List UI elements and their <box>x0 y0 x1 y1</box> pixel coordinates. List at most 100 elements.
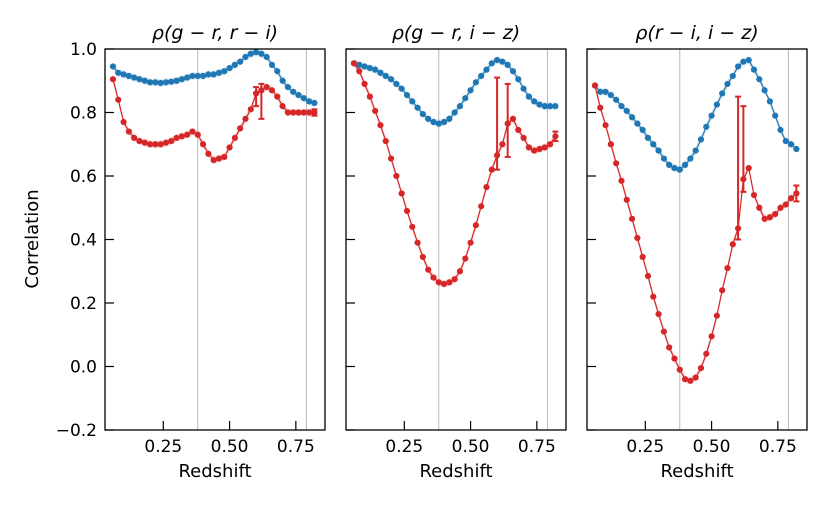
red-data-point <box>660 328 667 335</box>
blue-data-point <box>650 141 657 148</box>
blue-data-point <box>131 74 138 81</box>
blue-data-point <box>756 76 763 83</box>
blue-data-point <box>525 93 532 100</box>
blue-data-point <box>258 50 265 57</box>
plot-frame <box>345 48 567 431</box>
red-data-point <box>536 145 543 153</box>
blue-data-point <box>377 69 384 76</box>
blue-data-point <box>687 155 694 162</box>
red-data-point <box>467 239 474 246</box>
blue-data-point <box>628 114 636 121</box>
blue-data-point <box>607 91 614 99</box>
red-data-point <box>125 128 132 135</box>
red-data-point <box>793 190 800 197</box>
red-data-point <box>729 241 736 248</box>
blue-data-point <box>184 74 191 81</box>
x-tick-label: 0.50 <box>693 437 731 457</box>
red-data-point <box>602 122 609 129</box>
red-data-point <box>136 137 143 145</box>
red-data-point <box>120 118 127 126</box>
red-data-point <box>366 93 373 100</box>
red-data-point <box>419 253 426 261</box>
red-data-point <box>515 126 522 134</box>
red-data-point <box>499 141 506 148</box>
red-data-point <box>221 153 228 161</box>
blue-data-point <box>740 58 747 65</box>
y-tick-label: 0.4 <box>70 231 97 251</box>
blue-data-point <box>618 103 625 110</box>
blue-data-point <box>671 164 678 172</box>
blue-data-point <box>681 161 689 168</box>
blue-data-point <box>279 77 286 84</box>
blue-data-point <box>623 107 630 115</box>
red-data-point <box>199 141 207 148</box>
red-data-point <box>414 239 421 246</box>
red-data-point <box>478 203 485 210</box>
red-data-point <box>650 293 657 300</box>
blue-data-point <box>120 71 127 78</box>
blue-data-point <box>305 98 313 105</box>
panel-title: ρ(g − r, i − z) <box>392 22 520 44</box>
red-data-point <box>623 196 630 203</box>
blue-data-point <box>274 68 281 75</box>
red-data-point <box>237 125 244 132</box>
x-axis-label: Redshift <box>660 461 733 482</box>
blue-data-point <box>146 79 154 86</box>
blue-data-point <box>793 145 800 153</box>
red-data-point <box>634 234 641 242</box>
blue-data-point <box>157 79 164 87</box>
red-data-point <box>226 144 233 151</box>
blue-data-point <box>697 136 705 143</box>
red-data-point <box>279 103 286 110</box>
x-tick-label: 0.25 <box>385 437 423 457</box>
blue-data-point <box>734 63 742 70</box>
x-tick-label: 0.75 <box>277 437 315 457</box>
red-data-point <box>274 93 281 100</box>
red-data-point <box>173 134 180 141</box>
blue-data-point <box>472 79 479 86</box>
red-data-point <box>644 272 652 280</box>
red-data-point <box>284 109 291 116</box>
red-data-point <box>483 184 490 191</box>
blue-data-point <box>782 137 789 145</box>
red-data-point <box>456 268 464 275</box>
blue-data-point <box>387 76 395 83</box>
blue-data-point <box>152 79 159 86</box>
red-data-point <box>440 280 448 288</box>
red-data-point <box>597 104 604 111</box>
red-data-point <box>639 253 646 261</box>
red-data-point <box>403 207 411 215</box>
red-data-point <box>290 109 297 116</box>
red-data-point <box>546 141 554 148</box>
red-data-point <box>146 141 154 148</box>
blue-data-point <box>531 98 538 105</box>
blue-data-point <box>109 63 117 70</box>
blue-data-point <box>242 53 249 61</box>
y-tick-label: −0.2 <box>56 421 97 441</box>
red-data-point <box>263 84 270 91</box>
blue-data-point <box>552 103 559 110</box>
blue-data-point <box>692 147 699 154</box>
blue-data-point <box>597 88 604 95</box>
red-data-point <box>398 190 405 197</box>
blue-data-point <box>703 123 710 130</box>
blue-data-point <box>713 101 720 108</box>
x-axis-label: Redshift <box>178 461 251 482</box>
y-tick-label: 0.2 <box>70 294 97 314</box>
y-axis-label: Correlation <box>22 189 43 288</box>
blue-data-point <box>536 101 543 108</box>
blue-data-point <box>766 98 773 105</box>
panel-title: ρ(r − i, i − z) <box>635 22 758 44</box>
red-data-point <box>435 279 442 286</box>
panel-3: ρ(r − i, i − z) 0.25 0.50 0.75 Redshift <box>586 22 808 482</box>
blue-data-point <box>125 72 132 80</box>
red-data-point <box>591 82 599 89</box>
red-data-point <box>745 164 752 172</box>
blue-data-point <box>430 118 437 126</box>
blue-data-point <box>247 50 254 57</box>
blue-data-point <box>210 71 217 78</box>
red-data-point <box>462 255 469 262</box>
blue-data-point <box>708 112 715 119</box>
red-data-point <box>493 152 501 159</box>
